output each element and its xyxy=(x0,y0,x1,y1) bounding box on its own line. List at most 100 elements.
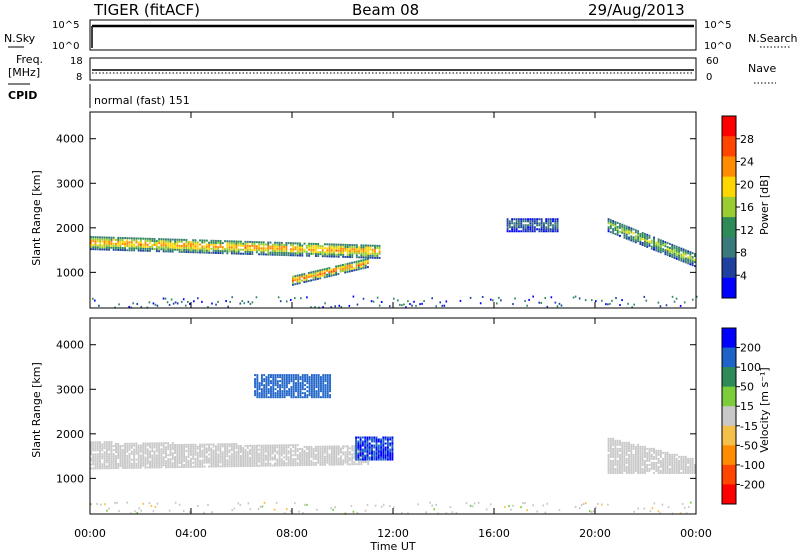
data-cell xyxy=(237,451,240,454)
data-cell xyxy=(357,456,360,459)
data-cell xyxy=(226,447,229,450)
data-cell xyxy=(255,444,258,447)
data-cell xyxy=(391,452,394,455)
data-cell xyxy=(377,438,380,441)
data-cell xyxy=(337,447,340,450)
data-cell xyxy=(659,461,662,464)
data-cell xyxy=(303,464,306,467)
data-cell xyxy=(306,386,309,389)
data-cell xyxy=(176,240,179,243)
data-cell xyxy=(124,458,126,461)
data-cell xyxy=(299,458,301,461)
data-cell xyxy=(101,240,104,243)
data-cell xyxy=(367,246,370,249)
data-cell xyxy=(185,463,188,466)
data-cell xyxy=(667,506,670,509)
data-cell xyxy=(96,236,99,239)
data-cell xyxy=(137,444,140,447)
data-cell xyxy=(473,502,476,505)
data-cell xyxy=(235,465,238,468)
data-cell xyxy=(625,461,628,464)
data-cell xyxy=(335,247,338,250)
data-cell xyxy=(295,396,297,399)
data-cell xyxy=(301,254,304,257)
data-cell xyxy=(210,461,213,464)
data-cell xyxy=(269,446,272,449)
data-cell xyxy=(117,454,120,457)
data-cell xyxy=(162,444,165,447)
data-cell xyxy=(180,244,183,247)
data-cell xyxy=(219,465,222,468)
velocity-panel-frame xyxy=(89,317,697,515)
data-cell xyxy=(139,450,142,453)
data-cell xyxy=(601,503,603,506)
data-cell xyxy=(108,248,111,251)
data-cell xyxy=(401,512,403,515)
data-cell xyxy=(219,246,222,249)
data-cell xyxy=(639,469,642,472)
data-cell xyxy=(201,449,204,452)
data-cell xyxy=(287,456,290,459)
data-cell xyxy=(242,450,245,453)
data-cell xyxy=(130,442,133,445)
data-cell xyxy=(133,444,136,447)
data-cell xyxy=(689,263,692,266)
data-cell xyxy=(290,380,293,383)
data-cell xyxy=(623,459,626,462)
data-cell xyxy=(237,240,240,243)
data-cell xyxy=(630,235,633,238)
colorbar-segment xyxy=(722,425,736,446)
data-cell xyxy=(210,243,213,246)
data-cell xyxy=(512,303,514,306)
data-cell xyxy=(655,449,658,452)
data-cell xyxy=(623,453,626,456)
data-cell xyxy=(274,444,276,447)
data-cell xyxy=(94,445,97,448)
data-cell xyxy=(335,269,338,272)
data-cell xyxy=(321,449,324,452)
data-cell xyxy=(349,246,351,249)
data-cell xyxy=(351,246,354,249)
data-cell xyxy=(607,222,610,225)
data-cell xyxy=(128,452,131,455)
data-cell xyxy=(511,228,514,231)
data-cell xyxy=(233,248,236,251)
data-cell xyxy=(547,226,550,229)
data-cell xyxy=(96,441,99,444)
data-cell xyxy=(637,230,640,233)
data-cell xyxy=(411,304,413,307)
colorbar-frame xyxy=(721,327,737,505)
data-cell xyxy=(121,458,124,461)
data-cell xyxy=(671,469,674,472)
data-cell xyxy=(255,452,258,455)
data-cell xyxy=(317,394,320,397)
data-cell xyxy=(253,456,256,459)
data-cell xyxy=(235,240,238,243)
data-cell xyxy=(130,452,133,455)
data-cell xyxy=(189,465,192,468)
data-cell xyxy=(260,452,263,455)
data-cell xyxy=(258,394,261,397)
data-cell xyxy=(226,250,229,253)
data-cell xyxy=(339,447,342,450)
data-cell xyxy=(276,392,279,395)
data-cell xyxy=(269,448,272,451)
data-cell xyxy=(572,296,575,299)
data-cell xyxy=(319,253,322,256)
data-cell xyxy=(108,445,111,448)
data-cell xyxy=(625,459,628,462)
data-cell xyxy=(262,456,265,459)
data-cell xyxy=(344,265,347,268)
data-cell xyxy=(226,443,229,446)
data-cell xyxy=(180,459,183,462)
data-cell xyxy=(616,465,619,468)
data-cell xyxy=(278,243,281,246)
data-cell xyxy=(101,457,104,460)
data-cell xyxy=(556,224,559,227)
data-cell xyxy=(664,243,667,246)
data-cell xyxy=(653,471,655,474)
data-cell xyxy=(623,461,626,464)
data-cell xyxy=(643,451,646,454)
data-cell xyxy=(549,230,552,233)
data-cell xyxy=(274,380,277,383)
